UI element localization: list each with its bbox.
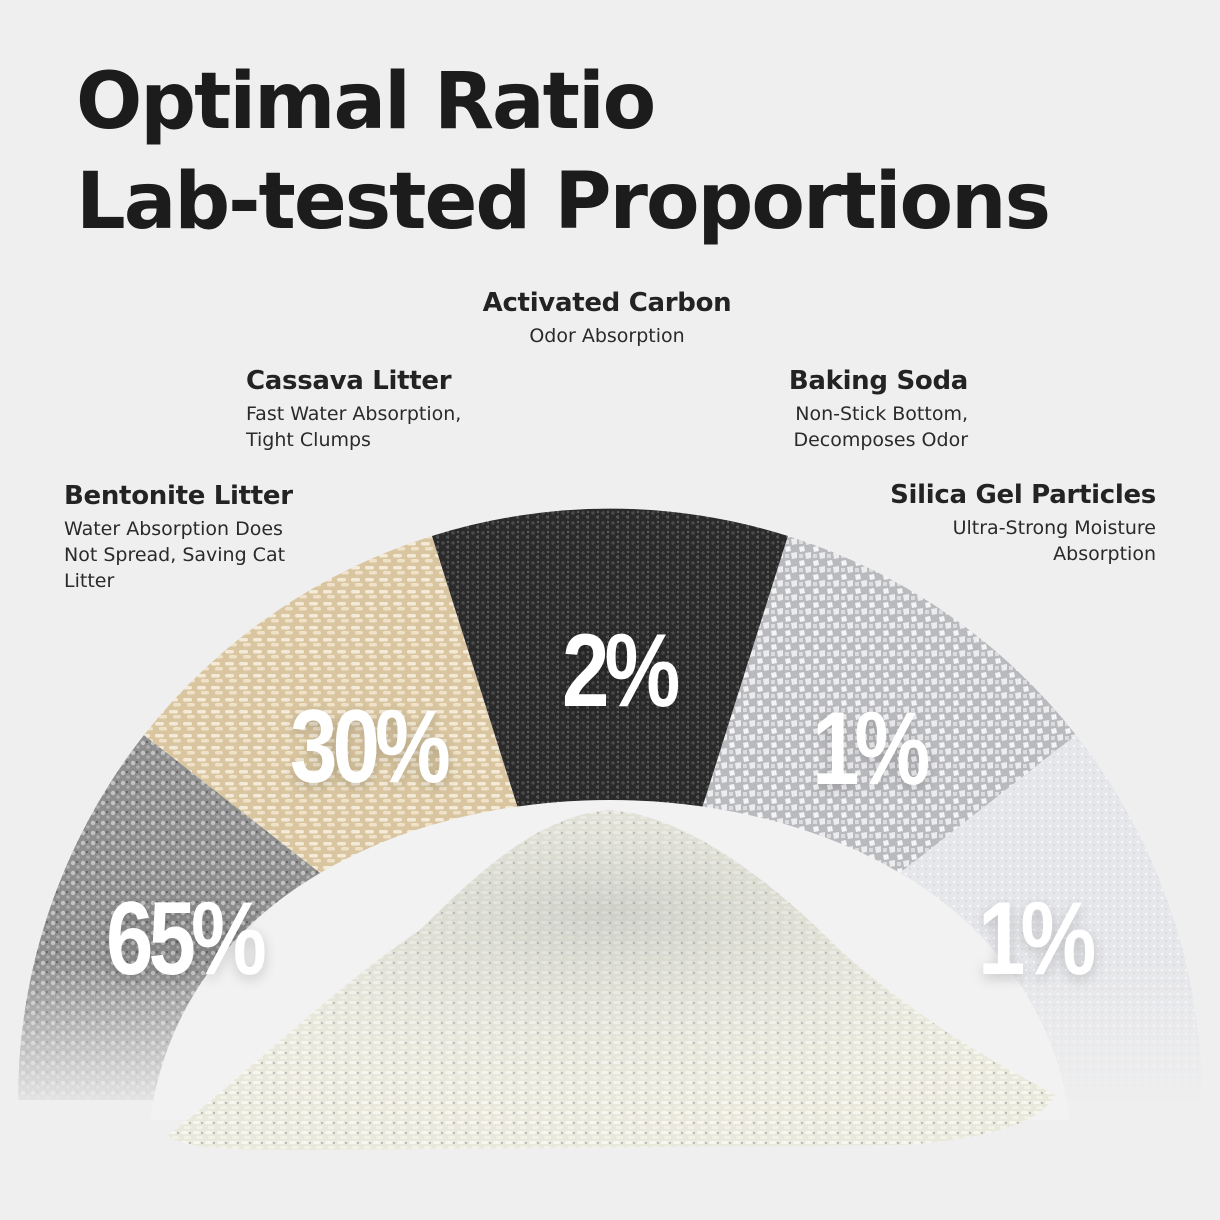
label-baking-soda: Baking Soda Non-Stick Bottom, Decomposes…	[668, 365, 968, 453]
component-description: Non-Stick Bottom, Decomposes Odor	[793, 403, 968, 451]
component-name: Silica Gel Particles	[890, 480, 1156, 510]
label-silica-gel: Silica Gel Particles Ultra-Strong Moistu…	[856, 479, 1156, 567]
component-name: Bentonite Litter	[64, 481, 293, 511]
component-name: Cassava Litter	[246, 366, 452, 396]
percent-baking-soda: 1%	[812, 691, 930, 807]
percent-cassava: 30%	[290, 689, 451, 805]
page-title: Optimal Ratio Lab-tested Proportions	[76, 52, 1051, 252]
label-activated-carbon: Activated Carbon Odor Absorption	[457, 287, 757, 349]
percent-carbon: 2%	[562, 613, 680, 729]
component-description: Odor Absorption	[529, 325, 685, 347]
component-name: Activated Carbon	[482, 288, 732, 318]
component-description: Water Absorption Does Not Spread, Saving…	[64, 518, 286, 592]
component-description: Fast Water Absorption, Tight Clumps	[246, 403, 462, 451]
label-cassava: Cassava Litter Fast Water Absorption, Ti…	[246, 365, 546, 453]
title-line-1: Optimal Ratio	[76, 57, 656, 147]
percent-bentonite: 65%	[106, 881, 267, 997]
component-description: Ultra-Strong Moisture Absorption	[952, 517, 1156, 565]
label-bentonite: Bentonite Litter Water Absorption Does N…	[64, 480, 344, 594]
component-name: Baking Soda	[788, 366, 968, 396]
percent-silica: 1%	[978, 881, 1096, 997]
title-line-2: Lab-tested Proportions	[76, 157, 1051, 247]
